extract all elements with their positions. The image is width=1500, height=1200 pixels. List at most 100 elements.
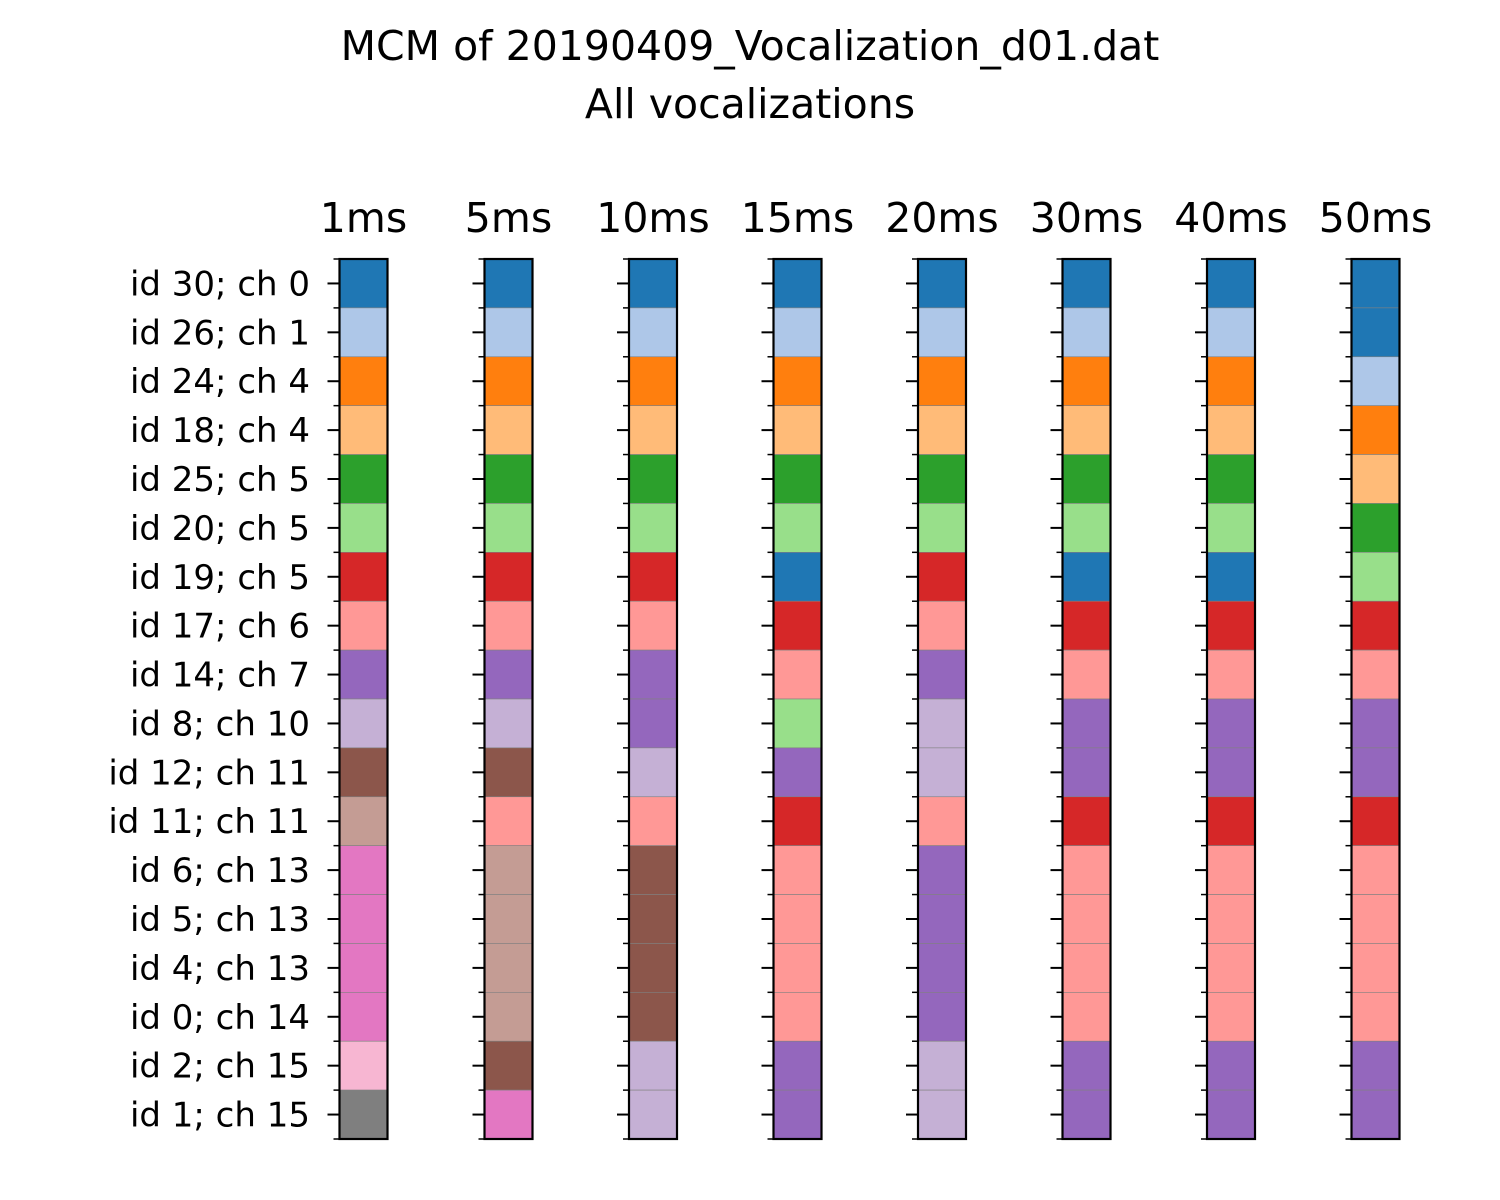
heatmap-cell: [628, 356, 678, 406]
row-label: id 26; ch 1: [130, 313, 310, 353]
heatmap-cell: [1206, 796, 1256, 846]
heatmap-cell: [773, 747, 822, 798]
heatmap-cell: [628, 503, 678, 553]
heatmap-cell: [917, 258, 967, 309]
heatmap-cell: [1206, 894, 1256, 944]
heatmap-cell: [917, 698, 967, 749]
heatmap-cell: [628, 992, 678, 1042]
heatmap-cell: [484, 1089, 533, 1140]
column-label: 20ms: [885, 194, 998, 242]
heatmap-cell: [773, 698, 822, 749]
heatmap-cell: [917, 356, 967, 406]
heatmap-cell: [917, 894, 967, 944]
heatmap-cell: [484, 796, 533, 846]
row-label: id 14; ch 7: [130, 656, 310, 696]
heatmap-cell: [628, 454, 678, 504]
heatmap-cell: [1206, 503, 1256, 553]
heatmap-cell: [1062, 894, 1111, 944]
heatmap-cell: [1206, 258, 1256, 309]
heatmap-cell: [339, 307, 388, 358]
heatmap-cell: [1062, 943, 1111, 993]
heatmap-cell: [484, 454, 533, 504]
row-label: id 24; ch 4: [130, 362, 310, 402]
heatmap-cell: [339, 405, 388, 455]
heatmap-cell: [773, 600, 822, 651]
heatmap-cell: [1206, 992, 1256, 1042]
chart-title-line1: MCM of 20190409_Vocalization_d01.dat: [340, 22, 1160, 70]
heatmap-cell: [773, 552, 822, 602]
heatmap-cell: [1351, 845, 1400, 895]
heatmap-cell: [773, 405, 822, 455]
heatmap-cell: [339, 258, 388, 309]
heatmap-cell: [773, 356, 822, 406]
heatmap-cell: [1351, 796, 1400, 846]
heatmap-cell: [339, 600, 388, 651]
heatmap-cell: [1351, 1040, 1400, 1091]
heatmap-cell: [484, 992, 533, 1042]
heatmap-cell: [339, 1040, 388, 1091]
heatmap-cell: [339, 454, 388, 504]
heatmap-cell: [917, 1040, 967, 1091]
heatmap-cell: [1206, 356, 1256, 406]
heatmap-cell: [1351, 747, 1400, 798]
heatmap-cell: [1351, 405, 1400, 455]
heatmap-cell: [339, 845, 388, 895]
heatmap-cell: [339, 552, 388, 602]
heatmap-cell: [917, 992, 967, 1042]
heatmap-cell: [1062, 258, 1111, 309]
heatmap-cell: [484, 258, 533, 309]
heatmap-cell: [1062, 1089, 1111, 1140]
row-label: id 6; ch 13: [130, 851, 310, 891]
heatmap-cell: [1351, 258, 1400, 309]
heatmap-cell: [917, 405, 967, 455]
heatmap-cell: [1062, 698, 1111, 749]
column-label: 10ms: [596, 194, 709, 242]
heatmap-cell: [628, 796, 678, 846]
column-label: 50ms: [1319, 194, 1432, 242]
heatmap-cell: [917, 747, 967, 798]
heatmap-cell: [773, 992, 822, 1042]
heatmap-cell: [917, 307, 967, 358]
heatmap-cell: [773, 1089, 822, 1140]
heatmap-cell: [1206, 600, 1256, 651]
heatmap-cell: [917, 943, 967, 993]
heatmap-cell: [484, 405, 533, 455]
heatmap-cell: [1062, 307, 1111, 358]
heatmap-cell: [773, 258, 822, 309]
heatmap-cell: [339, 649, 388, 700]
heatmap-cell: [1206, 454, 1256, 504]
heatmap-cell: [484, 552, 533, 602]
heatmap-cell: [484, 943, 533, 993]
heatmap-cell: [1351, 894, 1400, 944]
heatmap-cell: [917, 600, 967, 651]
heatmap-cell: [773, 503, 822, 553]
row-label: id 30; ch 0: [130, 264, 310, 304]
heatmap-cell: [1351, 600, 1400, 651]
heatmap-cell: [628, 405, 678, 455]
heatmap-cell: [1062, 454, 1111, 504]
heatmap-cell: [484, 503, 533, 553]
row-label: id 20; ch 5: [130, 509, 310, 549]
heatmap-cell: [1062, 1040, 1111, 1091]
heatmap-cell: [1206, 307, 1256, 358]
heatmap-cell: [1351, 307, 1400, 358]
heatmap-cell: [339, 503, 388, 553]
row-label: id 1; ch 15: [130, 1096, 310, 1136]
heatmap-cell: [1206, 698, 1256, 749]
heatmap-cell: [339, 747, 388, 798]
heatmap-cell: [1351, 649, 1400, 700]
heatmap-cell: [917, 796, 967, 846]
heatmap-cell: [339, 992, 388, 1042]
heatmap-cell: [484, 1040, 533, 1091]
heatmap-cell: [339, 1089, 388, 1140]
heatmap-cell: [1351, 454, 1400, 504]
heatmap-cell: [484, 747, 533, 798]
heatmap-cell: [484, 307, 533, 358]
heatmap-cell: [773, 649, 822, 700]
heatmap-cell: [1062, 405, 1111, 455]
row-label: id 19; ch 5: [130, 558, 310, 598]
heatmap-cell: [773, 845, 822, 895]
heatmap-cell: [773, 1040, 822, 1091]
heatmap-cell: [1062, 845, 1111, 895]
